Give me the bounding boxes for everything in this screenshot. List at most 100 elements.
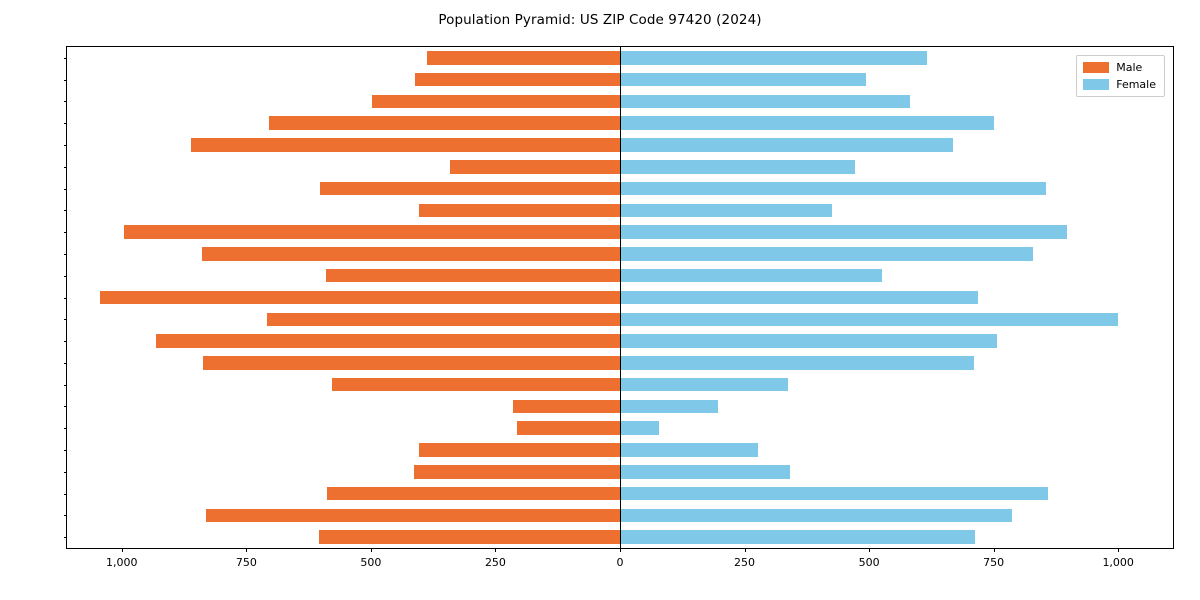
- legend-entry-female[interactable]: Female: [1083, 78, 1156, 91]
- bar-female[interactable]: [620, 486, 1049, 501]
- bar-female[interactable]: [620, 334, 998, 348]
- y-tick-mark: [63, 253, 67, 255]
- y-tick-mark: [63, 406, 67, 408]
- bar-female[interactable]: [620, 508, 1013, 523]
- bar-row: [67, 508, 1173, 523]
- bar-male[interactable]: [517, 421, 620, 435]
- bar-female[interactable]: [620, 443, 758, 457]
- bar-row: [67, 247, 1173, 261]
- bar-female[interactable]: [620, 421, 659, 435]
- bar-row: [67, 181, 1173, 196]
- legend: Male Female: [1076, 55, 1165, 97]
- y-tick-mark: [63, 428, 67, 430]
- bar-row: [67, 421, 1173, 435]
- y-tick-mark: [63, 341, 67, 343]
- bar-male[interactable]: [202, 356, 620, 370]
- bar-male[interactable]: [319, 181, 620, 196]
- bar-female[interactable]: [620, 203, 832, 218]
- bar-female[interactable]: [620, 247, 1033, 261]
- bar-male[interactable]: [206, 508, 620, 523]
- x-tick-label: 250: [484, 556, 506, 569]
- bar-male[interactable]: [372, 94, 620, 109]
- x-tick-mark: [744, 548, 746, 552]
- bar-male[interactable]: [190, 138, 620, 152]
- x-tick-label: 1,000: [106, 556, 138, 569]
- bar-row: [67, 486, 1173, 501]
- bar-male[interactable]: [331, 377, 620, 392]
- bar-female[interactable]: [620, 225, 1068, 239]
- legend-label: Male: [1116, 61, 1143, 74]
- legend-entry-male[interactable]: Male: [1083, 61, 1156, 74]
- x-tick-mark: [869, 548, 871, 552]
- bar-row: [67, 225, 1173, 239]
- bar-row: [67, 356, 1173, 370]
- bar-male[interactable]: [123, 225, 620, 239]
- legend-swatch-female: [1083, 79, 1110, 90]
- y-tick-mark: [63, 166, 67, 168]
- bar-female[interactable]: [620, 530, 975, 544]
- bar-male[interactable]: [318, 530, 620, 544]
- bar-female[interactable]: [620, 399, 718, 414]
- bar-female[interactable]: [620, 465, 790, 479]
- y-tick-mark: [63, 232, 67, 234]
- bar-female[interactable]: [620, 116, 995, 130]
- y-tick-mark: [63, 297, 67, 299]
- bar-row: [67, 203, 1173, 218]
- bar-row: [67, 334, 1173, 348]
- bar-male[interactable]: [325, 268, 620, 283]
- bar-row: [67, 443, 1173, 457]
- bar-female[interactable]: [620, 72, 866, 87]
- bar-female[interactable]: [620, 356, 975, 370]
- bar-male[interactable]: [267, 312, 620, 327]
- bar-row: [67, 312, 1173, 327]
- bar-female[interactable]: [620, 312, 1118, 327]
- x-tick-mark: [121, 548, 123, 552]
- bar-row: [67, 72, 1173, 87]
- bar-female[interactable]: [620, 181, 1047, 196]
- x-tick-mark: [1118, 548, 1120, 552]
- bar-male[interactable]: [414, 465, 620, 479]
- bar-male[interactable]: [427, 51, 620, 65]
- y-tick-mark: [63, 471, 67, 473]
- bar-male[interactable]: [268, 116, 620, 130]
- x-tick-mark: [993, 548, 995, 552]
- y-tick-mark: [63, 319, 67, 321]
- bar-female[interactable]: [620, 377, 788, 392]
- bar-male[interactable]: [419, 203, 620, 218]
- y-tick-mark: [63, 384, 67, 386]
- bar-female[interactable]: [620, 268, 882, 283]
- bar-male[interactable]: [155, 334, 620, 348]
- bar-male[interactable]: [326, 486, 620, 501]
- bar-row: [67, 377, 1173, 392]
- bar-row: [67, 530, 1173, 544]
- bar-female[interactable]: [620, 138, 954, 152]
- bar-row: [67, 138, 1173, 152]
- x-tick-label: 750: [983, 556, 1005, 569]
- bar-female[interactable]: [620, 94, 911, 109]
- bar-male[interactable]: [450, 160, 620, 174]
- zero-axis-line: [620, 47, 621, 548]
- bar-row: [67, 160, 1173, 174]
- bar-male[interactable]: [201, 247, 620, 261]
- y-tick-mark: [63, 493, 67, 495]
- y-tick-mark: [63, 145, 67, 147]
- legend-swatch-male: [1083, 62, 1110, 73]
- bar-row: [67, 51, 1173, 65]
- y-tick-mark: [63, 515, 67, 517]
- bar-male[interactable]: [513, 399, 620, 414]
- x-tick-label: 500: [858, 556, 880, 569]
- page-title: Population Pyramid: US ZIP Code 97420 (2…: [438, 12, 762, 28]
- bar-male[interactable]: [99, 290, 620, 305]
- x-tick-mark: [495, 548, 497, 552]
- bar-female[interactable]: [620, 290, 978, 305]
- x-tick-label: 750: [235, 556, 257, 569]
- bar-female[interactable]: [620, 51, 928, 65]
- bar-female[interactable]: [620, 160, 855, 174]
- bar-male[interactable]: [415, 72, 620, 87]
- x-tick-label: 0: [616, 556, 624, 569]
- bar-male[interactable]: [419, 443, 620, 457]
- x-tick-mark: [620, 548, 621, 552]
- y-tick-mark: [63, 362, 67, 364]
